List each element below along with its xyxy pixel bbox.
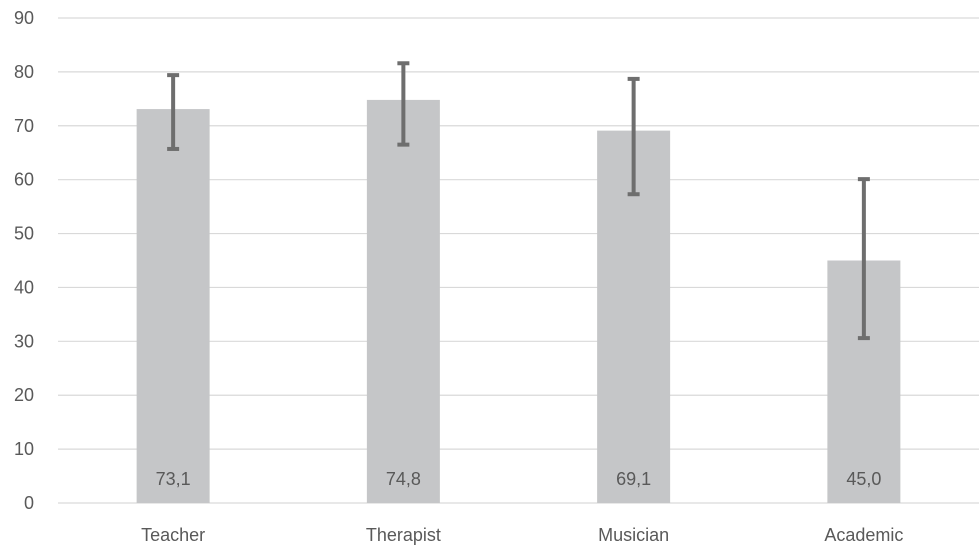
bar — [136, 109, 210, 504]
y-tick-label: 80 — [14, 62, 34, 82]
x-axis-categories: Teacher Therapist Musician Academic — [141, 525, 903, 545]
y-axis-ticks: 0 10 20 30 40 50 60 70 80 90 — [14, 8, 34, 513]
x-category-label: Therapist — [366, 525, 441, 545]
data-label: 73,1 — [156, 469, 191, 489]
data-label: 74,8 — [386, 469, 421, 489]
y-tick-label: 90 — [14, 8, 34, 28]
y-tick-label: 30 — [14, 331, 34, 351]
y-tick-label: 50 — [14, 224, 34, 244]
error-bars — [167, 61, 870, 341]
y-tick-label: 70 — [14, 116, 34, 136]
y-tick-label: 0 — [24, 493, 34, 513]
x-category-label: Academic — [824, 525, 903, 545]
x-category-label: Teacher — [141, 525, 205, 545]
gridlines — [58, 17, 979, 504]
y-tick-label: 40 — [14, 277, 34, 297]
y-tick-label: 60 — [14, 170, 34, 190]
x-category-label: Musician — [598, 525, 669, 545]
data-labels: 73,1 74,8 69,1 45,0 — [156, 469, 882, 489]
y-tick-label: 10 — [14, 439, 34, 459]
y-tick-label: 20 — [14, 385, 34, 405]
bar — [366, 99, 440, 504]
data-label: 45,0 — [846, 469, 881, 489]
data-label: 69,1 — [616, 469, 651, 489]
bars — [136, 99, 901, 504]
